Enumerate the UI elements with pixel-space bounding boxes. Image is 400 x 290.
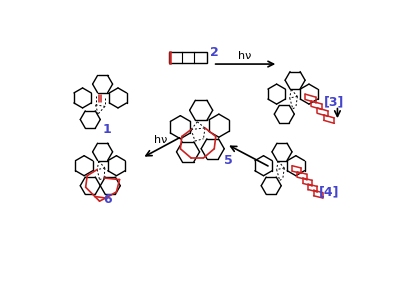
Text: [3]: [3] — [324, 96, 345, 109]
Text: 2: 2 — [210, 46, 219, 59]
Text: 5: 5 — [224, 154, 233, 167]
Text: hν: hν — [238, 51, 252, 61]
Text: 6: 6 — [103, 193, 112, 206]
Text: hν: hν — [154, 135, 167, 145]
Text: 1: 1 — [102, 123, 111, 136]
Text: [4]: [4] — [319, 185, 340, 198]
Bar — [169, 52, 207, 63]
